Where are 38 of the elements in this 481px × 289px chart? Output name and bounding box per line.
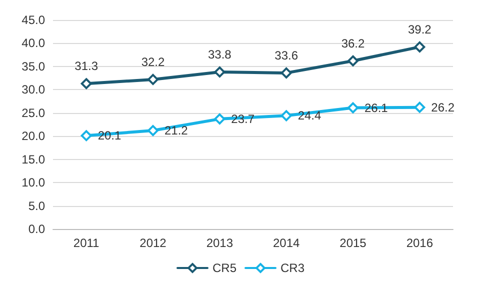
x-tick-label: 2014 xyxy=(272,236,300,250)
point xyxy=(80,78,92,90)
data-label: 32.2 xyxy=(141,54,165,69)
y-tick-label: 0.0 xyxy=(28,222,46,236)
legend-label: CR3 xyxy=(280,261,305,275)
point xyxy=(348,55,358,66)
y-tick-label: 20.0 xyxy=(22,129,46,144)
point xyxy=(148,74,158,85)
x-tick-label: 2016 xyxy=(406,236,434,250)
point xyxy=(214,113,226,124)
y-tick-label: 30.0 xyxy=(22,82,46,97)
y-tick-label: 40.0 xyxy=(22,36,46,50)
point xyxy=(348,102,358,114)
point xyxy=(414,41,426,52)
point xyxy=(214,66,226,78)
legend-label: CR5 xyxy=(212,261,237,275)
point xyxy=(280,110,292,122)
point xyxy=(280,67,292,78)
y-tick-label: 25.0 xyxy=(22,106,46,120)
x-tick-label: 2012 xyxy=(140,236,167,250)
data-label: 33.6 xyxy=(274,48,298,62)
x-tick-label: 2011 xyxy=(73,236,100,250)
data-label: 39.2 xyxy=(408,22,432,36)
point xyxy=(414,102,426,113)
data-label: 21.2 xyxy=(164,124,188,138)
point xyxy=(148,125,158,136)
y-tick-label: 10.0 xyxy=(22,176,46,190)
y-tick-label: 5.0 xyxy=(28,198,46,213)
data-label: 36.2 xyxy=(341,36,365,50)
data-label: 33.8 xyxy=(208,48,232,62)
data-label: 26.2 xyxy=(431,100,455,114)
x-tick-label: 2013 xyxy=(206,236,234,250)
point xyxy=(80,130,92,142)
y-tick-label: 45.0 xyxy=(22,13,46,27)
y-tick-label: 15.0 xyxy=(22,152,46,166)
y-tick-label: 35.0 xyxy=(22,59,46,74)
data-label: 31.3 xyxy=(74,59,98,74)
x-tick-label: 2015 xyxy=(340,236,367,250)
